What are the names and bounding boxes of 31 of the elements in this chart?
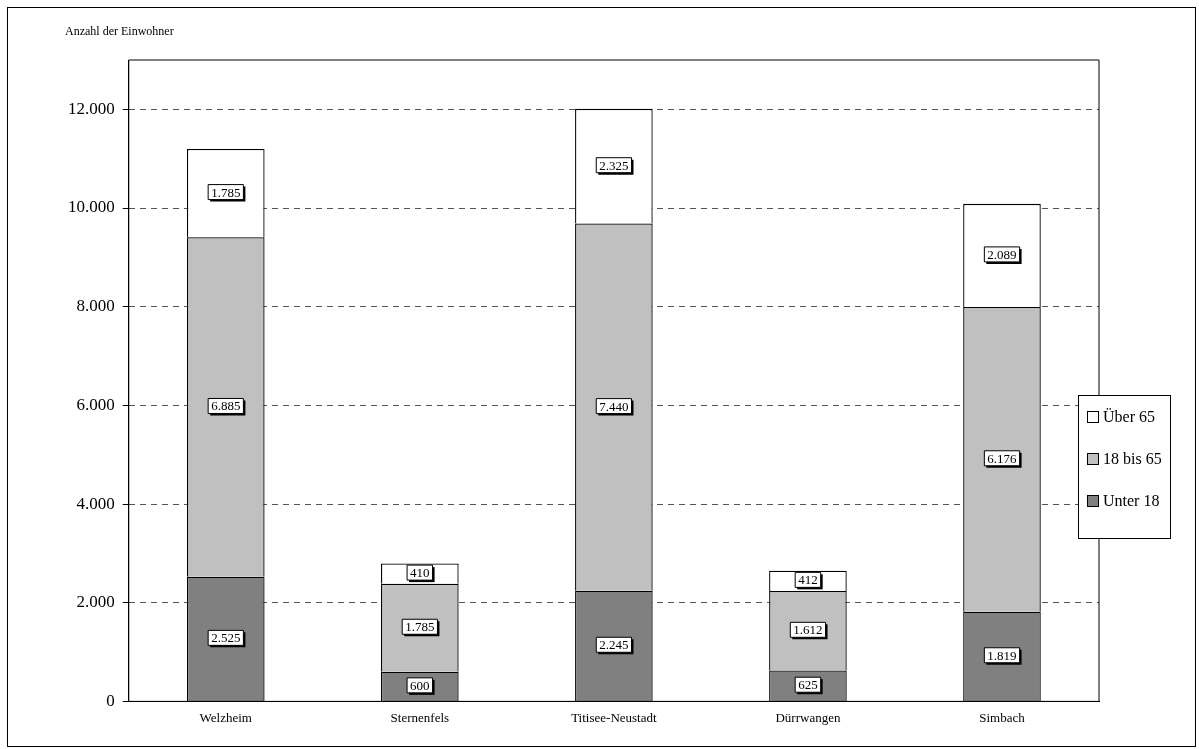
data-label: 625 xyxy=(798,677,818,693)
legend-label: Unter 18 xyxy=(1103,492,1160,510)
data-label: 2.245 xyxy=(599,637,629,653)
data-label: 2.525 xyxy=(211,630,241,646)
y-axis-title: Anzahl der Einwohner xyxy=(65,24,174,39)
data-label: 600 xyxy=(410,677,430,693)
data-label: 1.612 xyxy=(793,622,823,638)
data-label: 410 xyxy=(410,565,430,581)
y-tick-label: 0 xyxy=(106,690,115,710)
y-tick-label: 8.000 xyxy=(76,296,115,316)
x-tick-label: Welzheim xyxy=(199,709,252,725)
legend-label: 18 bis 65 xyxy=(1103,450,1162,468)
y-tick-label: 4.000 xyxy=(76,493,115,513)
data-label: 1.785 xyxy=(405,619,435,635)
data-label: 1.785 xyxy=(211,184,241,200)
y-tick-label: 10.000 xyxy=(68,197,115,217)
y-tick-label: 2.000 xyxy=(76,592,115,612)
data-label: 6.176 xyxy=(987,450,1018,466)
x-tick-label: Dürrwangen xyxy=(775,709,841,725)
y-tick-label: 12.000 xyxy=(68,98,115,118)
data-label: 412 xyxy=(798,572,818,588)
data-label: 2.089 xyxy=(987,246,1017,262)
data-label: 6.885 xyxy=(211,398,241,414)
x-tick-label: Sternenfels xyxy=(390,709,450,725)
data-label: 2.325 xyxy=(599,157,629,173)
data-label: 1.819 xyxy=(987,647,1017,663)
x-tick-label: Simbach xyxy=(979,709,1026,725)
text: Über 65 xyxy=(1103,408,1155,426)
x-tick-label: Titisee-Neustadt xyxy=(571,709,657,725)
data-label: 7.440 xyxy=(599,398,629,414)
y-tick-label: 6.000 xyxy=(76,394,115,414)
